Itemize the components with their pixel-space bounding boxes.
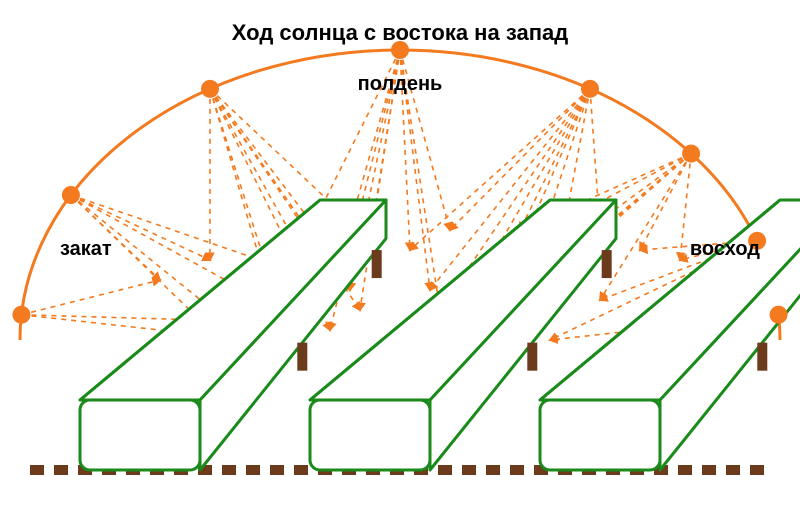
bed-post-icon [372, 250, 382, 278]
bed-post-icon [602, 250, 612, 278]
sun-dot-icon [201, 80, 219, 98]
sunset-label: закат [60, 238, 112, 260]
diagram-canvas: Ход солнца с востока на запад полдень зака… [0, 0, 800, 527]
labels: Ход солнца с востока на запад полдень зака… [60, 20, 760, 260]
bed-post-icon [757, 343, 767, 371]
sun-dot-icon [682, 145, 700, 163]
sun-dot-icon [770, 306, 788, 324]
sun-ray-icon [21, 280, 160, 315]
sun-dot-icon [62, 186, 80, 204]
sun-ray-icon [640, 154, 691, 250]
bed-post-icon [527, 343, 537, 371]
sun-ray-icon [210, 89, 260, 260]
bed-post-icon [297, 343, 307, 371]
sun-dot-icon [581, 80, 599, 98]
sun-ray-icon [21, 315, 200, 320]
noon-label: полдень [358, 73, 443, 95]
title-label: Ход солнца с востока на запад [232, 20, 568, 45]
sun-ray-icon [210, 89, 300, 250]
sun-dot-icon [12, 306, 30, 324]
sunrise-label: восход [690, 238, 760, 260]
